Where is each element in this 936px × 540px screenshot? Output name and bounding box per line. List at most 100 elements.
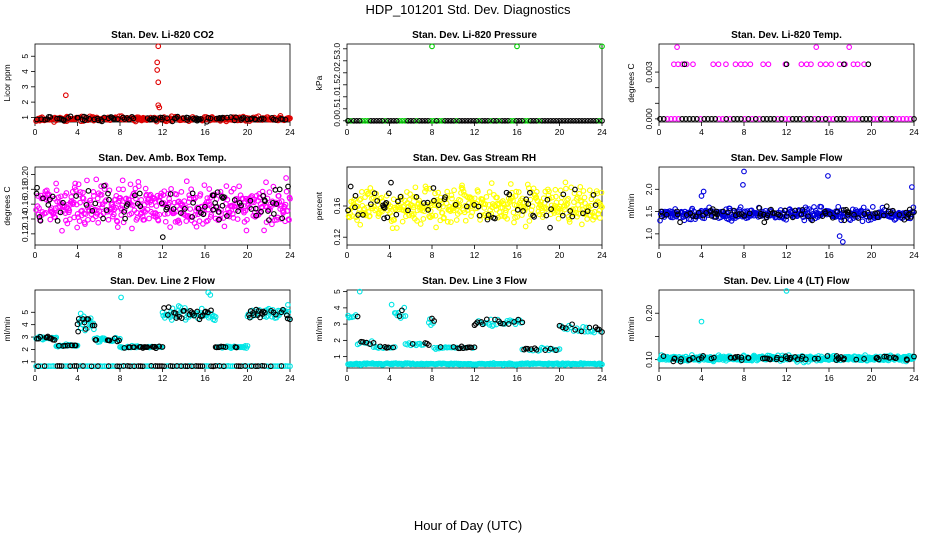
panel-title: Stan. Dev. Amb. Box Temp. — [98, 153, 226, 164]
data-point — [187, 206, 194, 212]
data-point — [678, 356, 684, 362]
data-point — [155, 43, 162, 50]
data-point — [560, 191, 567, 198]
data-point — [883, 353, 890, 360]
data-point — [881, 116, 888, 122]
data-point — [261, 309, 268, 316]
data-point — [510, 117, 517, 124]
data-point — [395, 198, 401, 205]
data-point — [542, 117, 548, 124]
data-point — [139, 363, 146, 370]
data-point — [106, 337, 113, 344]
x-tick-label: 16 — [200, 250, 210, 260]
data-point — [450, 344, 457, 350]
data-point — [874, 214, 881, 221]
data-point — [161, 188, 168, 195]
data-point — [235, 363, 242, 369]
data-point — [818, 204, 825, 210]
data-point — [283, 175, 289, 181]
x-tick-label: 20 — [867, 373, 877, 383]
data-point — [874, 116, 881, 122]
data-point — [265, 208, 271, 214]
data-point — [220, 363, 227, 370]
data-point — [848, 116, 855, 122]
y-tick-label: 0.14 — [20, 210, 30, 227]
data-point — [520, 208, 526, 214]
data-point — [853, 356, 860, 363]
data-point — [774, 116, 781, 122]
data-point — [516, 117, 523, 124]
data-point — [465, 117, 471, 124]
x-tick-label: 24 — [909, 127, 919, 137]
data-point — [598, 189, 605, 196]
data-point — [524, 117, 531, 124]
data-point — [794, 356, 801, 363]
y-tick-label: 1 — [20, 359, 30, 364]
data-point — [410, 204, 417, 211]
panel-title: Stan. Dev. Line 4 (LT) Flow — [724, 276, 850, 287]
data-point — [909, 184, 915, 190]
data-point — [59, 227, 65, 234]
panel-title: Stan. Dev. Li-820 Pressure — [412, 30, 537, 41]
data-point — [38, 116, 45, 123]
data-point — [410, 117, 417, 124]
data-point — [282, 116, 289, 123]
data-point — [752, 116, 759, 122]
data-point — [822, 116, 829, 122]
data-point — [889, 116, 895, 122]
data-point — [195, 205, 202, 212]
data-point — [400, 204, 407, 210]
data-point — [487, 117, 494, 124]
data-point — [198, 305, 205, 312]
data-point — [731, 355, 738, 361]
data-point — [566, 219, 573, 225]
data-point — [272, 117, 279, 123]
data-point — [92, 200, 99, 207]
data-point — [671, 116, 678, 122]
data-point — [563, 185, 569, 192]
data-point — [846, 44, 853, 50]
data-point — [114, 218, 121, 225]
data-point — [388, 301, 395, 308]
data-point — [114, 224, 121, 231]
data-point — [700, 188, 707, 195]
data-point — [599, 361, 605, 368]
data-point — [116, 197, 123, 204]
data-point — [73, 193, 80, 199]
data-point — [159, 234, 166, 241]
y-tick-label: 2 — [332, 338, 342, 343]
data-point — [599, 43, 605, 50]
data-point — [161, 305, 167, 311]
data-point — [131, 344, 138, 351]
data-point — [378, 194, 385, 201]
y-axis-label: ml/min — [2, 316, 12, 341]
data-point — [686, 116, 693, 122]
data-point — [46, 196, 53, 203]
data-point — [286, 217, 292, 223]
data-point — [510, 209, 517, 216]
data-point — [122, 215, 128, 222]
y-tick-label: 1 — [332, 354, 342, 359]
data-point — [829, 214, 836, 221]
data-point — [109, 201, 116, 207]
data-point — [47, 114, 54, 120]
data-point — [178, 315, 185, 321]
data-point — [463, 203, 470, 210]
data-point — [76, 218, 83, 224]
data-point — [381, 215, 387, 222]
data-point — [77, 310, 84, 317]
data-point — [124, 201, 131, 208]
y-tick-label: 3.0 — [332, 43, 342, 55]
data-point — [851, 211, 857, 218]
y-tick-label: 0.000 — [644, 108, 654, 130]
data-point — [591, 329, 597, 336]
data-point — [419, 117, 426, 124]
data-point — [84, 177, 90, 184]
data-point — [460, 188, 467, 195]
data-point — [224, 213, 230, 219]
data-point — [383, 200, 390, 206]
data-point — [56, 363, 63, 369]
data-point — [692, 213, 699, 220]
data-point — [63, 190, 70, 196]
x-tick-label: 16 — [824, 250, 834, 260]
